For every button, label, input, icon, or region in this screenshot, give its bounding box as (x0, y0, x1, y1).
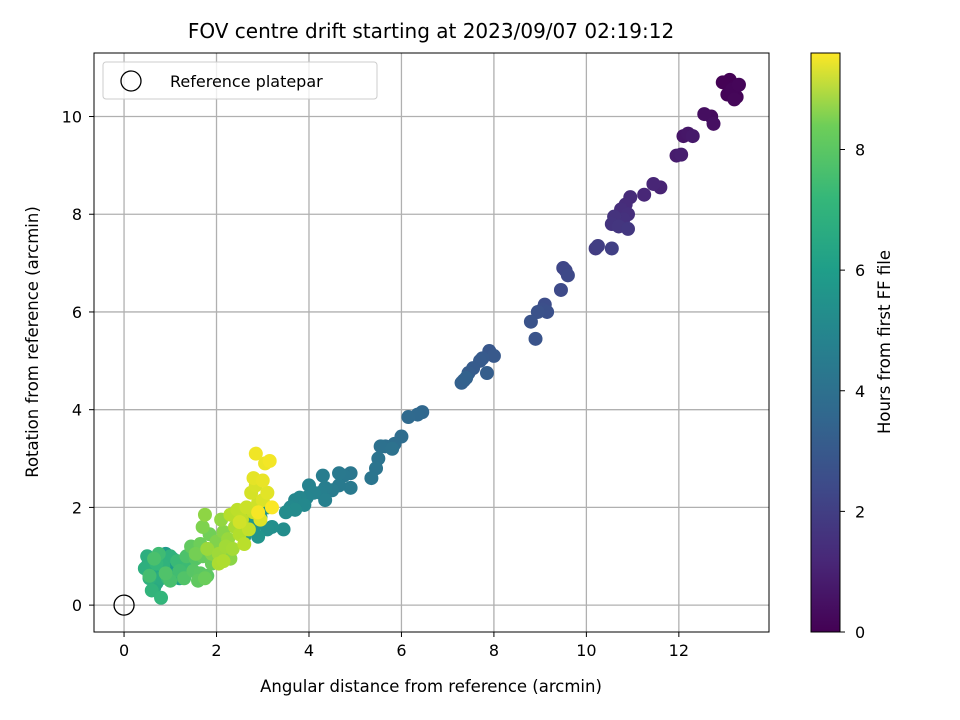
data-point (590, 239, 605, 253)
y-tick-label: 4 (72, 401, 82, 420)
data-point (188, 546, 203, 561)
y-axis-label: Rotation from reference (arcmin) (23, 206, 42, 478)
plot-frame (93, 52, 770, 633)
y-tick-label: 0 (72, 596, 82, 615)
data-point (197, 571, 212, 586)
y-tick-label: 6 (72, 303, 82, 322)
colorbar-tick-label: 4 (855, 382, 865, 401)
data-point (255, 473, 270, 488)
colorbar-tick-label: 0 (855, 623, 865, 642)
legend: Reference platepar (102, 61, 378, 100)
y-axis-ticks: 0 2 4 6 8 10 (62, 108, 94, 615)
data-point (264, 500, 279, 515)
data-point (459, 370, 474, 385)
data-point (225, 541, 240, 556)
data-point (706, 116, 721, 131)
colorbar-gradient (810, 52, 841, 633)
data-point (318, 493, 333, 508)
x-tick-label: 10 (576, 641, 596, 660)
data-point (486, 348, 501, 363)
data-point (251, 505, 266, 520)
data-point (727, 92, 742, 107)
x-tick-label: 0 (119, 641, 129, 660)
legend-entry-reference-platepar: Reference platepar (170, 72, 323, 91)
data-point (260, 485, 275, 500)
data-point (239, 500, 254, 515)
data-point (530, 304, 545, 319)
x-tick-label: 4 (304, 641, 314, 660)
x-axis-label: Angular distance from reference (arcmin) (260, 677, 602, 696)
data-point (154, 590, 169, 605)
data-point (278, 505, 293, 520)
data-point (364, 471, 379, 486)
data-point (195, 519, 210, 534)
data-point (200, 541, 215, 556)
reference-platepar-point (113, 594, 135, 616)
scatter-points (137, 72, 746, 605)
colorbar-ticks: 0 2 4 6 8 (840, 141, 865, 642)
data-point (697, 107, 712, 122)
legend-box (102, 61, 378, 100)
x-axis-ticks: 0 2 4 6 8 10 12 (119, 632, 689, 660)
data-point (142, 568, 157, 583)
data-point (158, 566, 173, 581)
data-point (343, 480, 358, 495)
data-point (604, 241, 619, 256)
chart-title: FOV centre drift starting at 2023/09/07 … (188, 19, 674, 43)
data-point (646, 176, 661, 191)
data-point (528, 331, 543, 346)
data-point (685, 129, 700, 144)
colorbar-label: Hours from first FF file (875, 250, 894, 434)
data-point (232, 515, 247, 530)
data-point (637, 187, 652, 202)
data-point (620, 221, 635, 236)
data-point (523, 314, 538, 329)
data-point (401, 410, 416, 425)
data-point (479, 366, 494, 381)
x-tick-label: 6 (396, 641, 406, 660)
colorbar: 0 2 4 6 8 Hours from first FF file (810, 52, 894, 642)
colorbar-tick-label: 2 (855, 502, 865, 521)
data-point (276, 522, 291, 537)
data-point (385, 441, 400, 456)
data-point (674, 147, 689, 162)
data-point (315, 468, 330, 483)
data-point (731, 77, 746, 92)
x-tick-label: 2 (211, 641, 221, 660)
data-point (553, 282, 568, 297)
data-point (332, 466, 347, 481)
data-point (560, 268, 575, 283)
grid (94, 53, 769, 632)
data-point (373, 439, 388, 454)
data-point (237, 537, 252, 552)
y-tick-label: 10 (62, 108, 82, 127)
data-point (216, 554, 231, 569)
colorbar-tick-label: 8 (855, 141, 865, 160)
data-point (248, 446, 263, 461)
y-tick-label: 8 (72, 205, 82, 224)
x-tick-label: 8 (489, 641, 499, 660)
reference-marker (113, 594, 135, 616)
colorbar-tick-label: 6 (855, 261, 865, 280)
legend-marker (120, 70, 142, 92)
data-point (147, 551, 162, 566)
data-point (197, 507, 212, 522)
y-tick-label: 2 (72, 498, 82, 517)
x-tick-label: 12 (669, 641, 689, 660)
data-point (262, 453, 277, 468)
